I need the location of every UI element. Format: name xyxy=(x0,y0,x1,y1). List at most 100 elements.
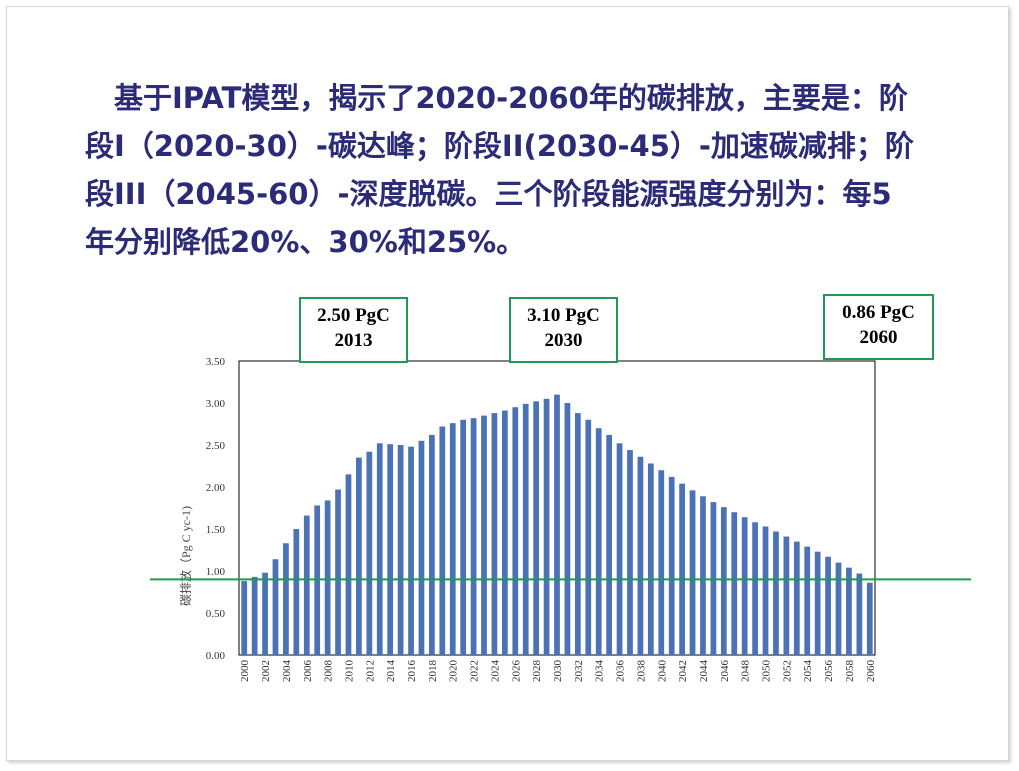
x-tick-label: 2030 xyxy=(552,660,564,683)
bar-2012 xyxy=(366,451,373,655)
x-tick-label: 2032 xyxy=(573,660,585,682)
bar-2030 xyxy=(554,394,560,655)
bar-2042 xyxy=(679,483,685,655)
bar-2054 xyxy=(804,546,811,655)
callout-peak-2030: 3.10 PgC 2030 xyxy=(509,297,618,363)
bar-2026 xyxy=(512,407,519,655)
y-tick-label: 3.00 xyxy=(206,398,226,410)
heading-line: 段III（2045-60）-深度脱碳。三个阶段能源强度分别为：每5 xyxy=(85,177,892,211)
x-tick-label: 2034 xyxy=(594,660,606,683)
bar-2020 xyxy=(449,423,456,655)
x-tick-label: 2022 xyxy=(469,660,481,682)
heading-line: 基于IPAT模型，揭示了2020-2060年的碳排放，主要是：阶 xyxy=(85,81,908,115)
x-tick-label: 2000 xyxy=(239,660,251,683)
callout-value: 0.86 PgC xyxy=(842,302,915,323)
x-tick-label: 2002 xyxy=(260,660,272,682)
slide-heading: 基于IPAT模型，揭示了2020-2060年的碳排放，主要是：阶 段I（2020… xyxy=(85,74,1003,266)
bar-2023 xyxy=(481,415,487,655)
bar-2019 xyxy=(439,426,446,655)
bar-2048 xyxy=(741,517,748,655)
x-tick-label: 2060 xyxy=(865,660,877,683)
bar-2050 xyxy=(762,526,769,655)
x-tick-label: 2054 xyxy=(802,660,814,683)
bar-2021 xyxy=(460,419,467,655)
x-tick-label: 2036 xyxy=(615,660,627,683)
bar-2005 xyxy=(293,529,300,655)
x-tick-label: 2008 xyxy=(323,660,335,683)
bar-2058 xyxy=(846,567,852,655)
x-tick-label: 2010 xyxy=(343,660,355,683)
x-tick-label: 2050 xyxy=(761,660,773,683)
x-tick-label: 2056 xyxy=(823,660,835,683)
bar-2024 xyxy=(491,413,498,655)
x-tick-label: 2026 xyxy=(510,660,522,683)
bar-2003 xyxy=(272,559,279,655)
bar-2001 xyxy=(251,576,258,655)
heading-line: 段I（2020-30）-碳达峰；阶段II(2030-45）-加速碳减排；阶 xyxy=(85,129,914,163)
bar-2022 xyxy=(470,418,477,655)
y-tick-label: 2.50 xyxy=(206,440,226,452)
bar-2017 xyxy=(418,440,425,655)
x-tick-label: 2028 xyxy=(531,660,543,683)
y-tick-label: 1.50 xyxy=(206,524,226,536)
y-tick-label: 3.50 xyxy=(206,356,226,368)
bar-2036 xyxy=(616,443,623,655)
x-tick-label: 2012 xyxy=(364,660,376,682)
callout-value: 3.10 PgC xyxy=(527,305,600,326)
bar-2049 xyxy=(752,522,758,655)
y-tick-label: 0.50 xyxy=(206,608,226,620)
x-tick-label: 2040 xyxy=(656,660,668,683)
bar-2059 xyxy=(856,573,863,655)
bar-2014 xyxy=(387,444,394,655)
bar-2032 xyxy=(574,413,581,655)
callout-value: 2.50 PgC xyxy=(317,305,390,326)
x-tick-label: 2058 xyxy=(844,660,856,683)
y-axis-label: 碳排放（Pg C yc-1) xyxy=(178,506,193,606)
x-tick-label: 2042 xyxy=(677,660,689,682)
bar-2018 xyxy=(429,434,435,655)
x-tick-label: 2016 xyxy=(406,660,418,683)
bar-2027 xyxy=(522,403,529,655)
bar-2004 xyxy=(283,543,289,655)
bar-2056 xyxy=(825,556,831,655)
bar-2010 xyxy=(345,474,352,655)
bar-2011 xyxy=(356,457,362,655)
bar-2025 xyxy=(502,410,508,655)
callout-year: 2013 xyxy=(334,330,373,351)
bar-2016 xyxy=(408,446,414,655)
bar-2040 xyxy=(658,470,665,655)
x-tick-label: 2024 xyxy=(489,660,501,683)
callout-end-2060: 0.86 PgC 2060 xyxy=(823,294,934,360)
x-tick-label: 2004 xyxy=(281,660,293,683)
bar-2044 xyxy=(700,496,706,655)
bar-2052 xyxy=(783,536,790,655)
bar-2038 xyxy=(637,456,644,655)
callout-year: 2030 xyxy=(544,330,583,351)
bar-2034 xyxy=(595,428,602,655)
x-tick-label: 2038 xyxy=(635,660,647,683)
bar-2035 xyxy=(606,434,612,655)
bar-2008 xyxy=(324,500,331,655)
bar-2057 xyxy=(835,562,842,655)
x-tick-label: 2046 xyxy=(719,660,731,683)
bar-2013 xyxy=(376,443,383,655)
x-tick-label: 2020 xyxy=(448,660,460,683)
bar-2015 xyxy=(397,445,404,655)
bar-2051 xyxy=(773,531,779,655)
y-tick-label: 2.00 xyxy=(206,482,226,494)
x-tick-label: 2044 xyxy=(698,660,710,683)
bar-2043 xyxy=(689,490,696,655)
heading-line: 年分别降低20%、30%和25%。 xyxy=(85,225,526,259)
x-tick-label: 2006 xyxy=(302,660,314,683)
callout-peak-2013: 2.50 PgC 2013 xyxy=(299,297,408,363)
bar-2039 xyxy=(647,463,654,655)
bar-2000 xyxy=(241,581,248,655)
x-tick-label: 2048 xyxy=(740,660,752,683)
y-tick-label: 0.00 xyxy=(206,650,226,662)
bar-2029 xyxy=(543,398,550,655)
bar-2053 xyxy=(793,541,800,655)
bar-2002 xyxy=(262,572,268,655)
bar-2041 xyxy=(668,476,675,655)
bar-2006 xyxy=(303,515,310,655)
